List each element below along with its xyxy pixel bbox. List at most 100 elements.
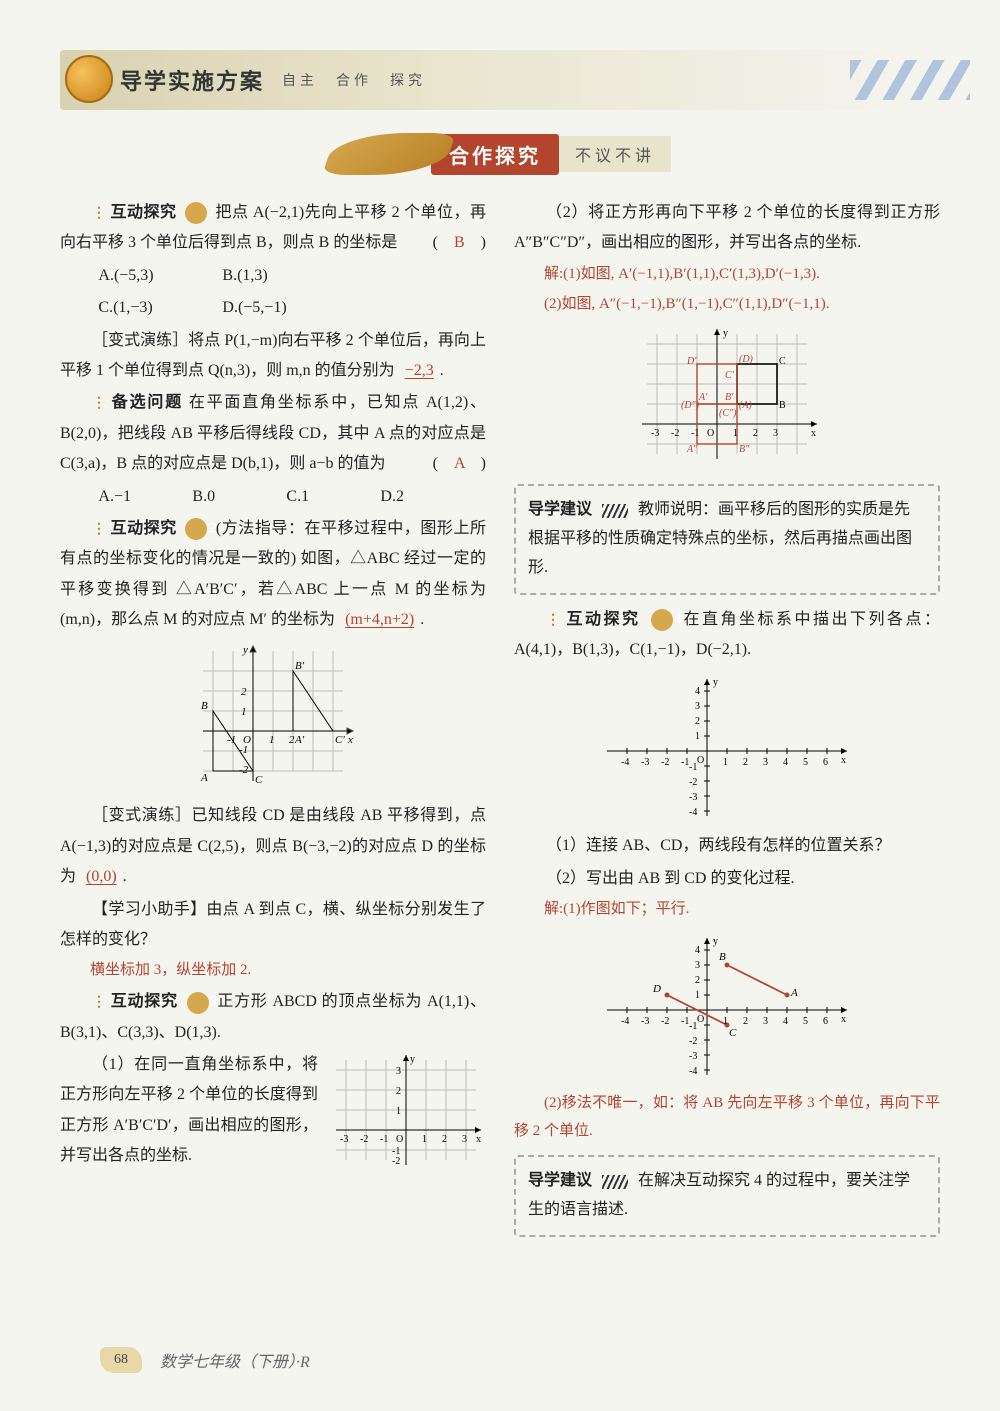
svg-text:x: x — [347, 734, 353, 746]
svg-text:B′: B′ — [295, 660, 305, 672]
hash-icon-2 — [602, 1175, 628, 1189]
hq2-label: 互动探究 — [92, 520, 177, 537]
svg-text:4: 4 — [783, 1016, 788, 1027]
banner-tag: 不议不讲 — [559, 136, 671, 172]
svg-text:y: y — [713, 677, 718, 688]
svg-text:-2: -2 — [360, 1134, 368, 1145]
svg-text:-2: -2 — [689, 1036, 697, 1047]
svg-text:y: y — [410, 1054, 415, 1065]
hq1-optC: C.(1,−3) — [98, 293, 218, 323]
svg-text:-2: -2 — [661, 1016, 669, 1027]
svg-text:-3: -3 — [340, 1134, 348, 1145]
svg-text:O: O — [396, 1134, 403, 1145]
hq1-label: 互动探究 — [92, 204, 176, 221]
hq1-badge: 1 — [185, 202, 207, 224]
svg-text:-1: -1 — [227, 734, 236, 746]
svg-text:4: 4 — [783, 757, 788, 768]
svg-text:4: 4 — [695, 686, 700, 697]
hq4-q1: （1）连接 AB、CD，两线段有怎样的位置关系？ — [514, 831, 940, 861]
svg-text:C′: C′ — [335, 734, 345, 746]
hq3-q2: （2）将正方形再向下平移 2 个单位的长度得到正方形 A″B″C″D″，画出相应… — [514, 198, 940, 259]
svg-text:-3: -3 — [689, 792, 697, 803]
svg-text:-3: -3 — [641, 1016, 649, 1027]
note-box-2: 导学建议 在解决互动探究 4 的过程中，要关注学生的语言描述. — [514, 1155, 940, 1237]
svg-text:A: A — [200, 772, 208, 784]
hq1-options-row1: A.(−5,3) B.(1,3) — [60, 261, 486, 291]
svg-text:-1: -1 — [689, 1021, 697, 1032]
hq4-label: 互动探究 — [546, 611, 641, 628]
svg-text:-4: -4 — [689, 1066, 697, 1077]
header-stripes-icon — [850, 60, 970, 100]
svg-text:B′: B′ — [725, 392, 734, 403]
var1-answer: −2,3 — [399, 362, 440, 379]
svg-text:6: 6 — [823, 757, 828, 768]
svg-text:-1: -1 — [239, 744, 248, 756]
svg-text:B: B — [201, 700, 208, 712]
svg-text:1: 1 — [733, 428, 738, 439]
opt1-C: C.1 — [286, 482, 376, 512]
page-header: 导学实施方案 自主 合作 探究 — [60, 50, 940, 110]
svg-text:3: 3 — [695, 960, 700, 971]
svg-text:2: 2 — [695, 975, 700, 986]
figure-hq3: yxO -3-2-1 123 BC D′(D) C′ B′(A) (D″)(C″… — [514, 324, 940, 474]
sol3-2: (2)如图, A″(−1,−1),B″(1,−1),C″(1,1),D″(−1,… — [514, 291, 940, 319]
hq4-q2: （2）写出由 AB 到 CD 的变化过程. — [514, 864, 940, 894]
svg-text:2: 2 — [396, 1086, 401, 1097]
svg-text:D′: D′ — [686, 356, 697, 367]
content-columns: 互动探究 1 把点 A(−2,1)先向上平移 2 个单位，再向右平移 3 个单位… — [60, 196, 940, 1247]
svg-text:1: 1 — [241, 706, 247, 718]
svg-text:(D): (D) — [739, 354, 754, 365]
svg-text:1: 1 — [723, 757, 728, 768]
svg-text:3: 3 — [763, 1016, 768, 1027]
opt1: 备选问题 在平面直角坐标系中，已知点 A(1,2)、B(2,0)，把线段 AB … — [60, 388, 486, 479]
right-column: （2）将正方形再向下平移 2 个单位的长度得到正方形 A″B″C″D″，画出相应… — [514, 196, 940, 1247]
svg-text:B: B — [779, 400, 786, 411]
svg-text:O: O — [707, 428, 714, 439]
svg-text:-2: -2 — [661, 757, 669, 768]
svg-text:2: 2 — [442, 1134, 447, 1145]
opt1-label: 备选问题 — [92, 394, 183, 411]
hq1-stem: 互动探究 1 把点 A(−2,1)先向上平移 2 个单位，再向右平移 3 个单位… — [60, 198, 486, 259]
sol4-2: (2)移法不唯一，如：将 AB 先向左平移 3 个单位，再向下平移 2 个单位. — [514, 1090, 940, 1146]
svg-text:x: x — [811, 428, 816, 439]
svg-text:C: C — [255, 774, 263, 786]
hq3-stem: 互动探究 3 正方形 ABCD 的顶点坐标为 A(1,1)、B(3,1)、C(3… — [60, 987, 486, 1048]
svg-text:-1: -1 — [380, 1134, 388, 1145]
opt1-D: D.2 — [380, 482, 470, 512]
helper: 【学习小助手】由点 A 到点 C，横、纵坐标分别发生了怎样的变化？ — [60, 895, 486, 956]
svg-text:D: D — [652, 983, 661, 995]
svg-text:C: C — [729, 1027, 737, 1039]
svg-text:O: O — [697, 1014, 704, 1025]
note-box-1: 导学建议 教师说明：画平移后的图形的实质是先根据平移的性质确定特殊点的坐标，然后… — [514, 484, 940, 594]
svg-text:C′: C′ — [725, 370, 735, 381]
hq1-options-row2: C.(1,−3) D.(−5,−1) — [60, 293, 486, 323]
header-orb-icon — [65, 55, 113, 103]
sol3-1: 解:(1)如图, A′(−1,1),B′(1,1),C′(1,3),D′(−1,… — [514, 261, 940, 289]
svg-text:-4: -4 — [621, 1016, 629, 1027]
svg-text:2: 2 — [695, 716, 700, 727]
svg-text:5: 5 — [803, 1016, 808, 1027]
figure-hq4b: AB CD yxO -4-3-2-1 123456 1234 -1-2-3-4 — [514, 930, 940, 1080]
figure-hq4a: yxO -4-3-2-1 123456 1234 -1-2-3-4 — [514, 671, 940, 821]
hq4-stem: 互动探究 4 在直角坐标系中描出下列各点：A(4,1)，B(1,3)，C(1,−… — [514, 605, 940, 666]
header-title: 导学实施方案 — [120, 64, 264, 96]
svg-text:(C″): (C″) — [719, 408, 737, 419]
svg-text:x: x — [841, 755, 846, 766]
var2: ［变式演练］已知线段 CD 是由线段 AB 平移得到，点 A(−1,3)的对应点… — [60, 801, 486, 892]
svg-text:2: 2 — [241, 686, 247, 698]
figure-hq2: xy O ABC A′B′C′ -112 12 -1-2 — [60, 641, 486, 791]
svg-text:5: 5 — [803, 757, 808, 768]
svg-text:3: 3 — [462, 1134, 467, 1145]
svg-text:x: x — [476, 1134, 481, 1145]
svg-text:4: 4 — [695, 945, 700, 956]
opt1-answer: A — [454, 455, 465, 472]
hq3-badge: 3 — [187, 992, 209, 1014]
hq3-label: 互动探究 — [92, 993, 178, 1010]
hq2-answer: (m+4,n+2) — [339, 611, 420, 628]
svg-text:3: 3 — [396, 1066, 401, 1077]
svg-text:2: 2 — [289, 734, 295, 746]
svg-text:(A): (A) — [739, 400, 752, 411]
var2-answer: (0,0) — [80, 868, 123, 885]
svg-text:A: A — [790, 987, 798, 999]
hash-icon — [602, 504, 628, 518]
